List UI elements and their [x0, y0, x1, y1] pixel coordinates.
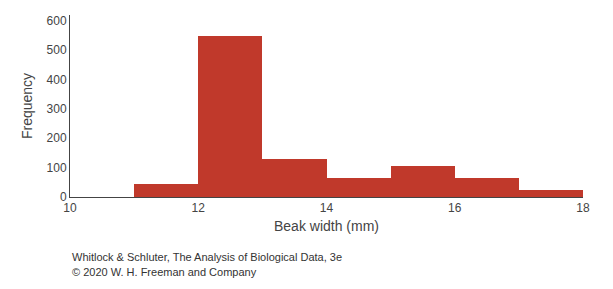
svg-text:10: 10: [63, 201, 77, 215]
svg-text:500: 500: [47, 43, 67, 57]
svg-text:18: 18: [576, 201, 590, 215]
svg-text:0: 0: [60, 190, 67, 204]
svg-text:200: 200: [47, 131, 67, 145]
svg-text:300: 300: [47, 102, 67, 116]
svg-text:400: 400: [47, 73, 67, 87]
svg-text:600: 600: [47, 14, 67, 28]
svg-text:Whitlock & Schluter, The Analy: Whitlock & Schluter, The Analysis of Bio…: [72, 251, 342, 263]
svg-text:16: 16: [448, 201, 462, 215]
svg-text:© 2020 W. H. Freeman and Compa: © 2020 W. H. Freeman and Company: [72, 266, 257, 278]
svg-text:12: 12: [192, 201, 206, 215]
svg-text:Frequency: Frequency: [19, 73, 35, 139]
svg-text:Beak width (mm): Beak width (mm): [274, 218, 379, 234]
svg-text:100: 100: [47, 161, 67, 175]
svg-text:14: 14: [320, 201, 334, 215]
